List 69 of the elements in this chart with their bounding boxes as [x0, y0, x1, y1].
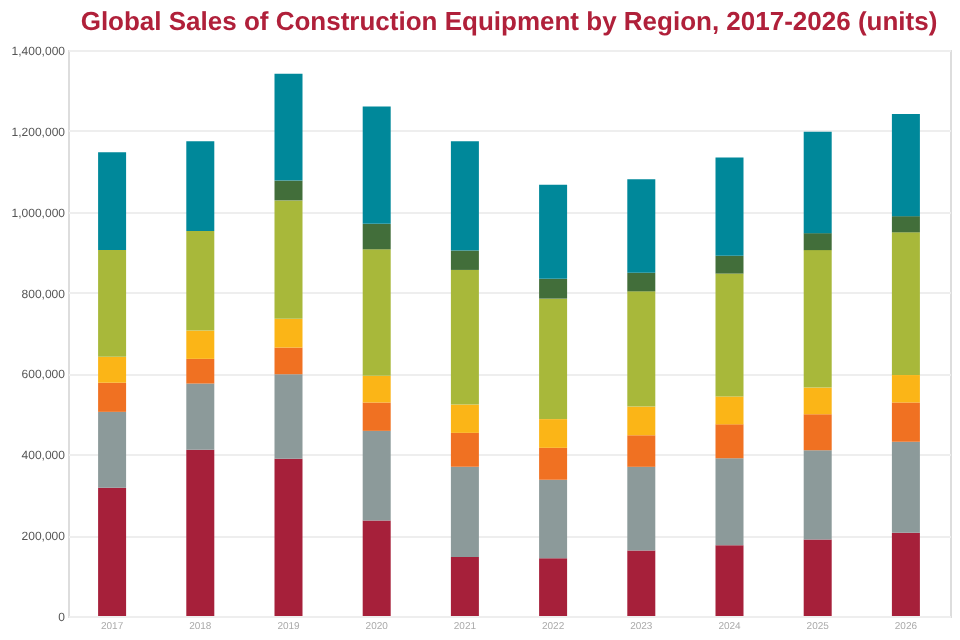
bar	[627, 466, 656, 551]
bar	[274, 73, 303, 181]
bar	[186, 231, 215, 331]
bar	[450, 141, 479, 251]
bar	[98, 382, 127, 412]
bar	[274, 458, 303, 616]
bar	[362, 402, 391, 431]
bar	[98, 250, 127, 357]
bar	[715, 458, 744, 546]
bar	[891, 216, 920, 233]
bar	[274, 347, 303, 375]
bar	[186, 330, 215, 359]
bar	[715, 157, 744, 256]
bar	[362, 106, 391, 224]
bar	[450, 432, 479, 467]
bar	[891, 232, 920, 376]
bar	[274, 200, 303, 319]
bar	[362, 520, 391, 616]
bar	[891, 402, 920, 442]
bar	[803, 450, 832, 540]
bar	[891, 113, 920, 217]
bar	[186, 383, 215, 450]
bar	[539, 184, 568, 279]
bar	[274, 318, 303, 348]
bar	[803, 233, 832, 251]
bar	[715, 424, 744, 459]
bar	[362, 375, 391, 403]
bar	[274, 180, 303, 201]
bar	[450, 404, 479, 433]
chart-title: Global Sales of Construction Equipment by Region, 2017-2026 (units)	[80, 6, 938, 36]
bar	[362, 430, 391, 521]
bar	[715, 255, 744, 274]
bar	[539, 419, 568, 448]
bar	[186, 358, 215, 384]
bar	[803, 387, 832, 415]
bar	[627, 550, 656, 616]
bar	[715, 273, 744, 397]
bar	[627, 435, 656, 467]
bar	[539, 278, 568, 299]
bar	[803, 250, 832, 388]
bar	[627, 291, 656, 407]
bar	[98, 152, 127, 251]
bar	[98, 487, 127, 616]
bar	[274, 374, 303, 459]
bar	[450, 466, 479, 557]
bar	[539, 447, 568, 480]
bar	[539, 558, 568, 616]
bar	[362, 249, 391, 376]
bar	[539, 298, 568, 420]
bar	[803, 414, 832, 451]
bar	[98, 356, 127, 383]
bar	[715, 396, 744, 425]
bar	[450, 556, 479, 616]
bar	[803, 131, 832, 234]
bar	[803, 539, 832, 616]
bar	[627, 406, 656, 436]
bar	[186, 141, 215, 232]
bar	[539, 479, 568, 559]
bar	[98, 411, 127, 488]
bar	[891, 441, 920, 533]
bar	[627, 272, 656, 292]
bar	[891, 532, 920, 616]
bar	[362, 223, 391, 250]
bar	[186, 449, 215, 616]
bar	[715, 545, 744, 616]
bar	[891, 375, 920, 403]
bar	[450, 269, 479, 405]
bar	[450, 250, 479, 270]
bar	[627, 179, 656, 273]
